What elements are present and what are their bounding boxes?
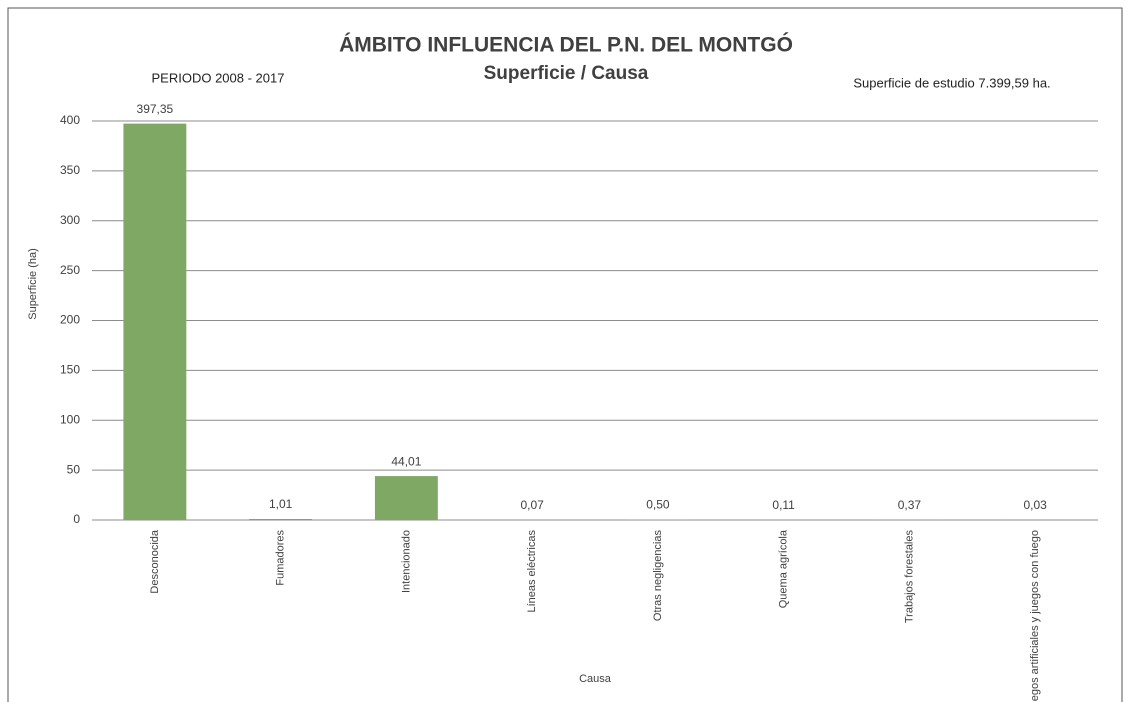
y-tick-label: 100 xyxy=(60,412,80,426)
x-tick-label: Fuegos artificiales y juegos con fuego xyxy=(1029,530,1041,702)
annotation: Superficie de estudio 7.399,59 ha. xyxy=(853,75,1050,90)
x-tick-label: Fumadores xyxy=(275,530,287,586)
y-tick-label: 300 xyxy=(60,213,80,227)
y-axis-label: Superficie (ha) xyxy=(27,248,39,320)
x-tick-label: Desconocida xyxy=(149,529,161,593)
data-label: 0,50 xyxy=(646,498,670,512)
data-label: 0,37 xyxy=(898,498,922,512)
chart-subtitle: Superficie / Causa xyxy=(484,63,649,84)
x-tick-label: Trabajos forestales xyxy=(903,530,915,624)
data-label: 0,11 xyxy=(772,498,795,512)
chart-title: ÁMBITO INFLUENCIA DEL P.N. DEL MONTGÓ xyxy=(339,33,793,57)
annotation: PERIODO 2008 - 2017 xyxy=(152,70,285,85)
x-tick-label: Intencionado xyxy=(400,530,412,593)
y-tick-label: 0 xyxy=(73,512,80,526)
bar xyxy=(249,518,313,520)
data-label: 0,03 xyxy=(1023,498,1047,512)
x-axis-label: Causa xyxy=(579,673,612,685)
data-label: 0,07 xyxy=(520,498,544,512)
data-label: 397,35 xyxy=(137,102,174,116)
data-label: 44,01 xyxy=(391,454,421,468)
bar xyxy=(123,123,187,520)
y-tick-label: 400 xyxy=(60,113,80,127)
y-tick-label: 50 xyxy=(67,462,81,476)
data-label: 1,01 xyxy=(269,497,293,511)
bar xyxy=(374,476,438,520)
chart-frame xyxy=(7,7,1123,702)
y-tick-label: 250 xyxy=(60,263,80,277)
x-tick-label: Otras negligencias xyxy=(652,530,664,622)
x-tick-label: Líneas eléctricas xyxy=(526,530,538,613)
x-tick-label: Quema agrícola xyxy=(778,529,790,608)
y-tick-label: 200 xyxy=(60,313,80,327)
y-tick-label: 150 xyxy=(60,363,80,377)
y-tick-label: 350 xyxy=(60,163,80,177)
